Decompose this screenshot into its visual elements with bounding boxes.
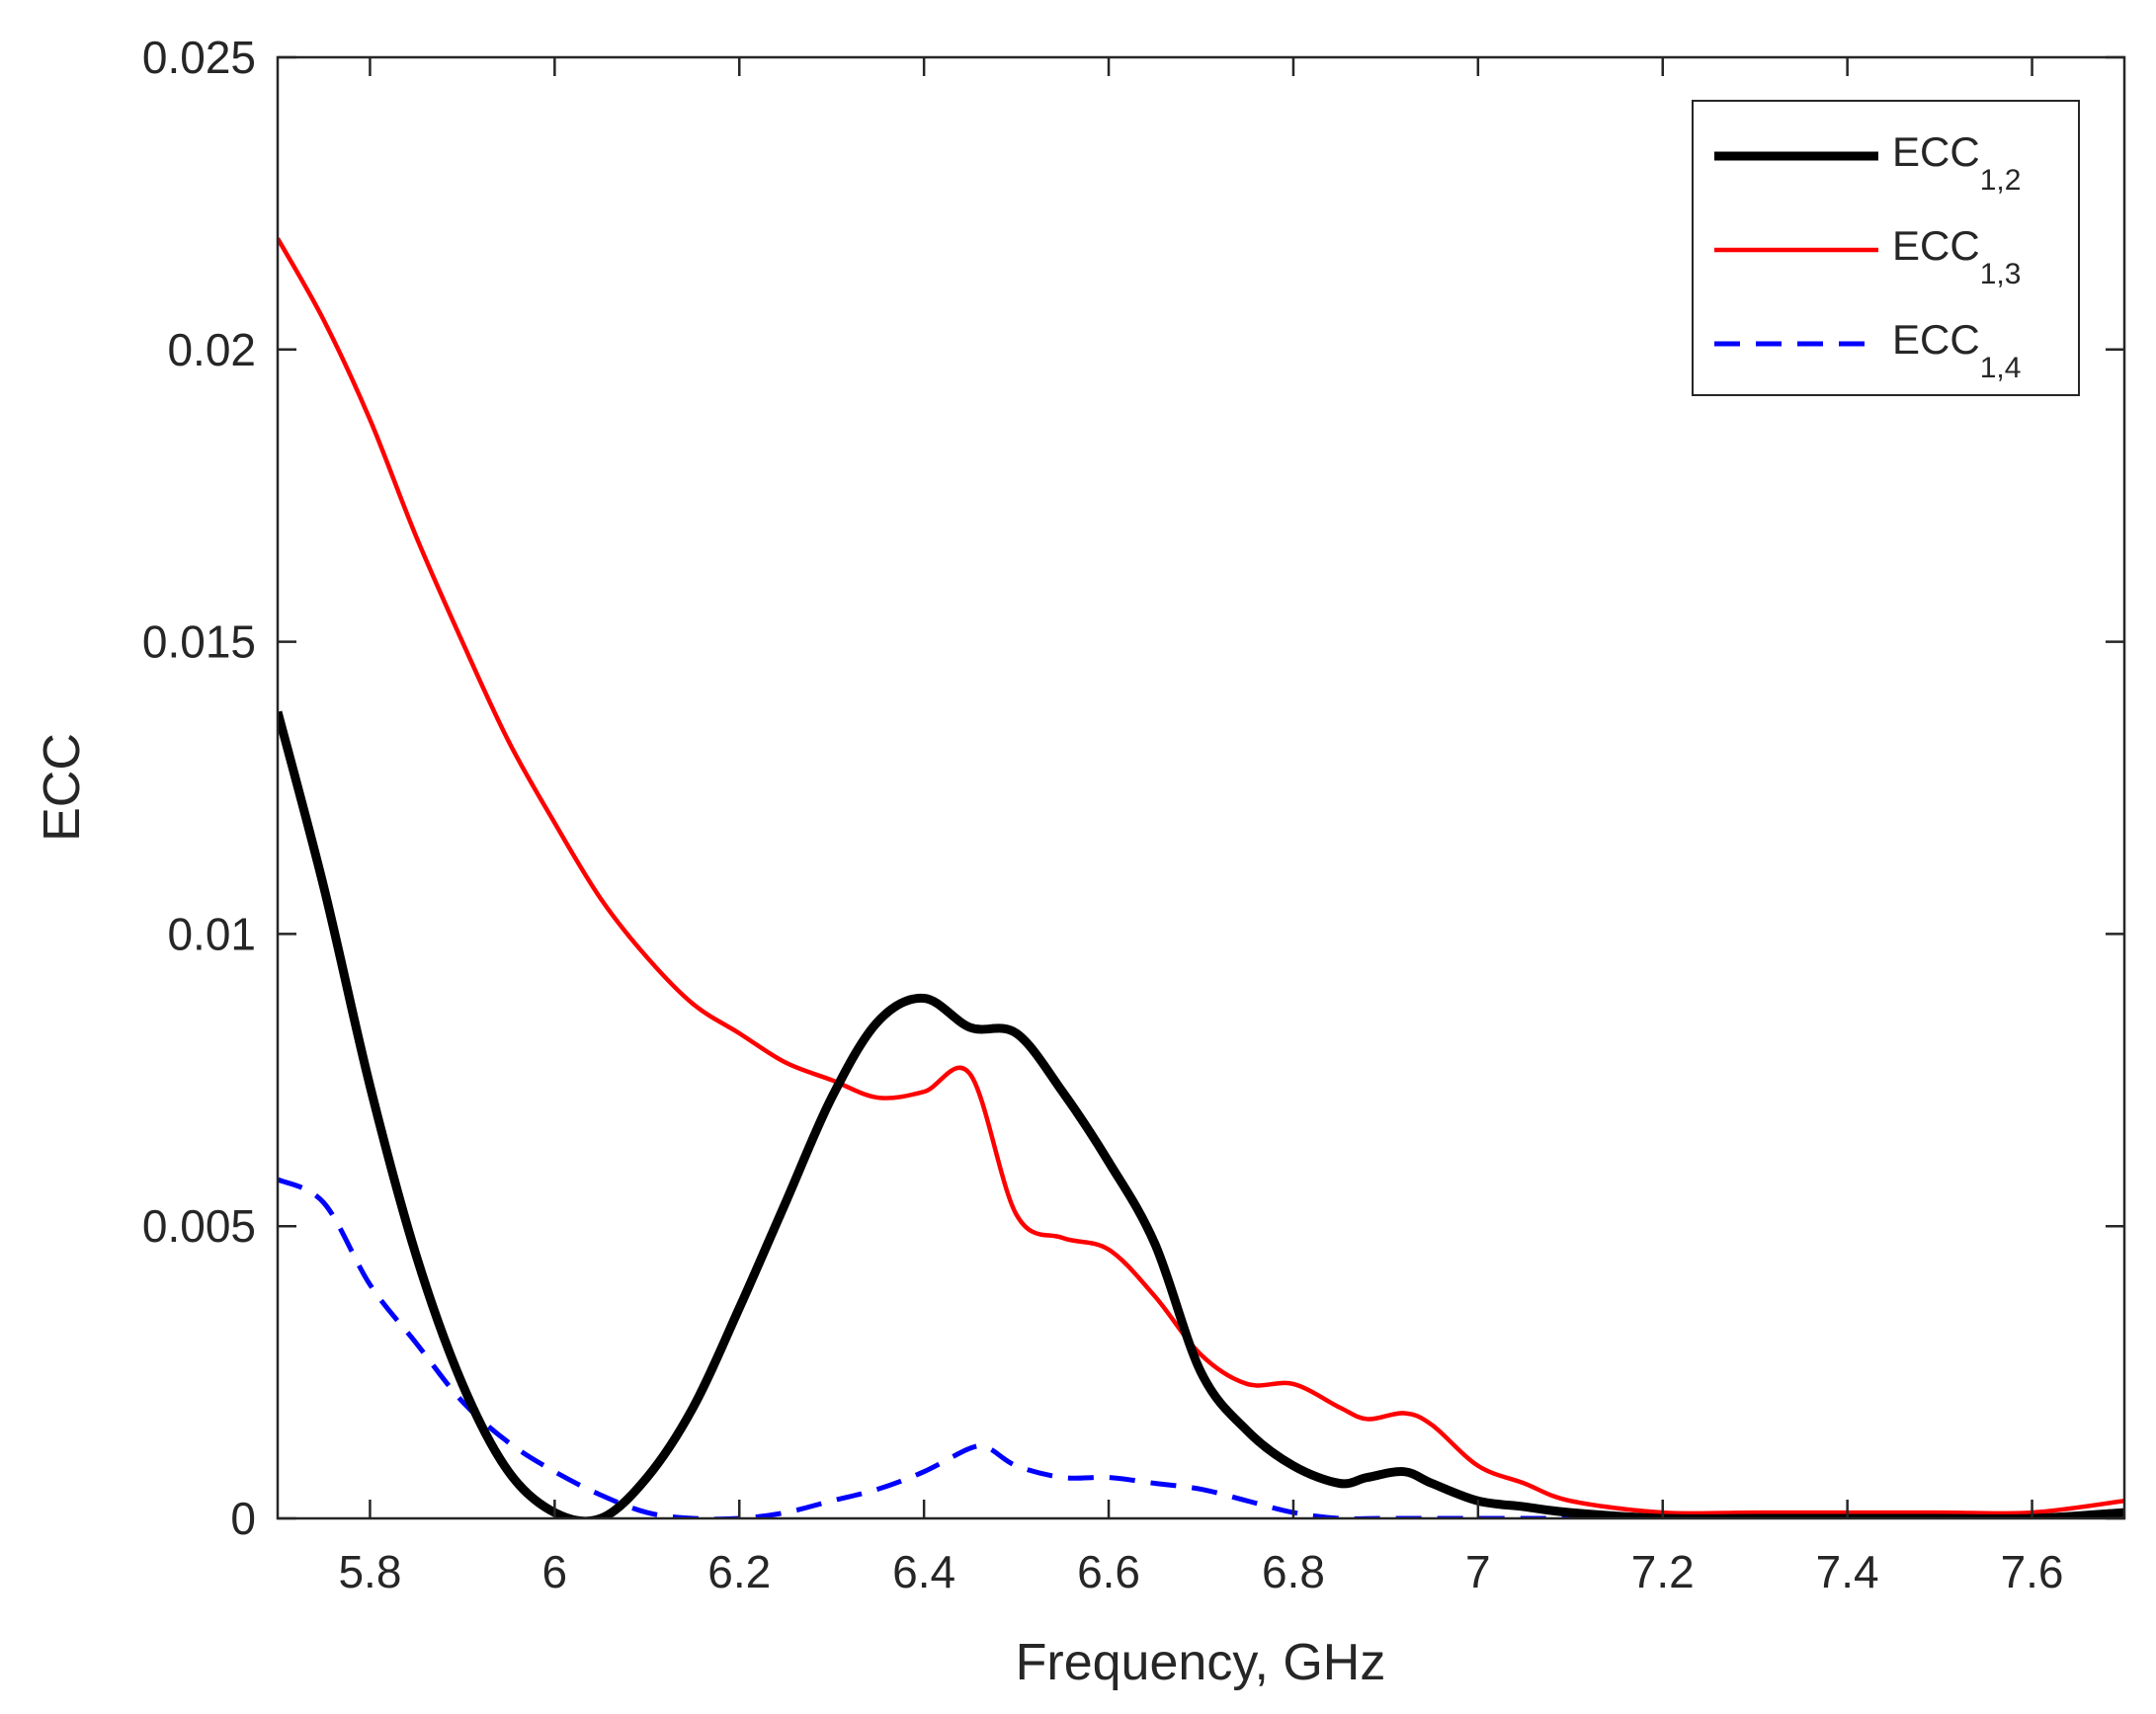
x-tick-label: 6.2: [707, 1546, 771, 1597]
x-tick-label: 6.4: [892, 1546, 955, 1597]
y-tick-label: 0.025: [142, 32, 256, 83]
legend-label: ECC1,3: [1892, 222, 2021, 290]
legend-label: ECC1,4: [1892, 316, 2021, 384]
plot-frame: [276, 55, 2126, 1520]
x-tick-label: 5.8: [338, 1546, 401, 1597]
y-axis-label: ECC: [34, 733, 91, 842]
y-tick-label: 0.015: [142, 616, 256, 668]
x-tick-label: 6.8: [1262, 1546, 1325, 1597]
x-tick-label: 7: [1465, 1546, 1491, 1597]
x-tick-label: 7.4: [1816, 1546, 1879, 1597]
x-tick-label: 6.6: [1077, 1546, 1140, 1597]
x-tick-label: 7.2: [1631, 1546, 1695, 1597]
series-line-ecc-1-2: [278, 710, 2124, 1518]
y-tick-label: 0.02: [167, 324, 256, 375]
legend: ECC1,2 ECC1,3 ECC1,4: [1692, 100, 2080, 396]
x-tick-label: 7.6: [2001, 1546, 2064, 1597]
series-line-ecc-1-4: [278, 1177, 2124, 1518]
x-tick-label: 6: [542, 1546, 568, 1597]
series-line-ecc-1-3: [278, 237, 2124, 1516]
y-tick-label: 0.005: [142, 1200, 256, 1252]
y-tick-label: 0.01: [167, 908, 256, 959]
legend-label: ECC1,2: [1892, 128, 2021, 197]
y-tick-label: 0: [230, 1493, 256, 1544]
x-axis-label: Frequency, GHz: [1016, 1634, 1386, 1691]
